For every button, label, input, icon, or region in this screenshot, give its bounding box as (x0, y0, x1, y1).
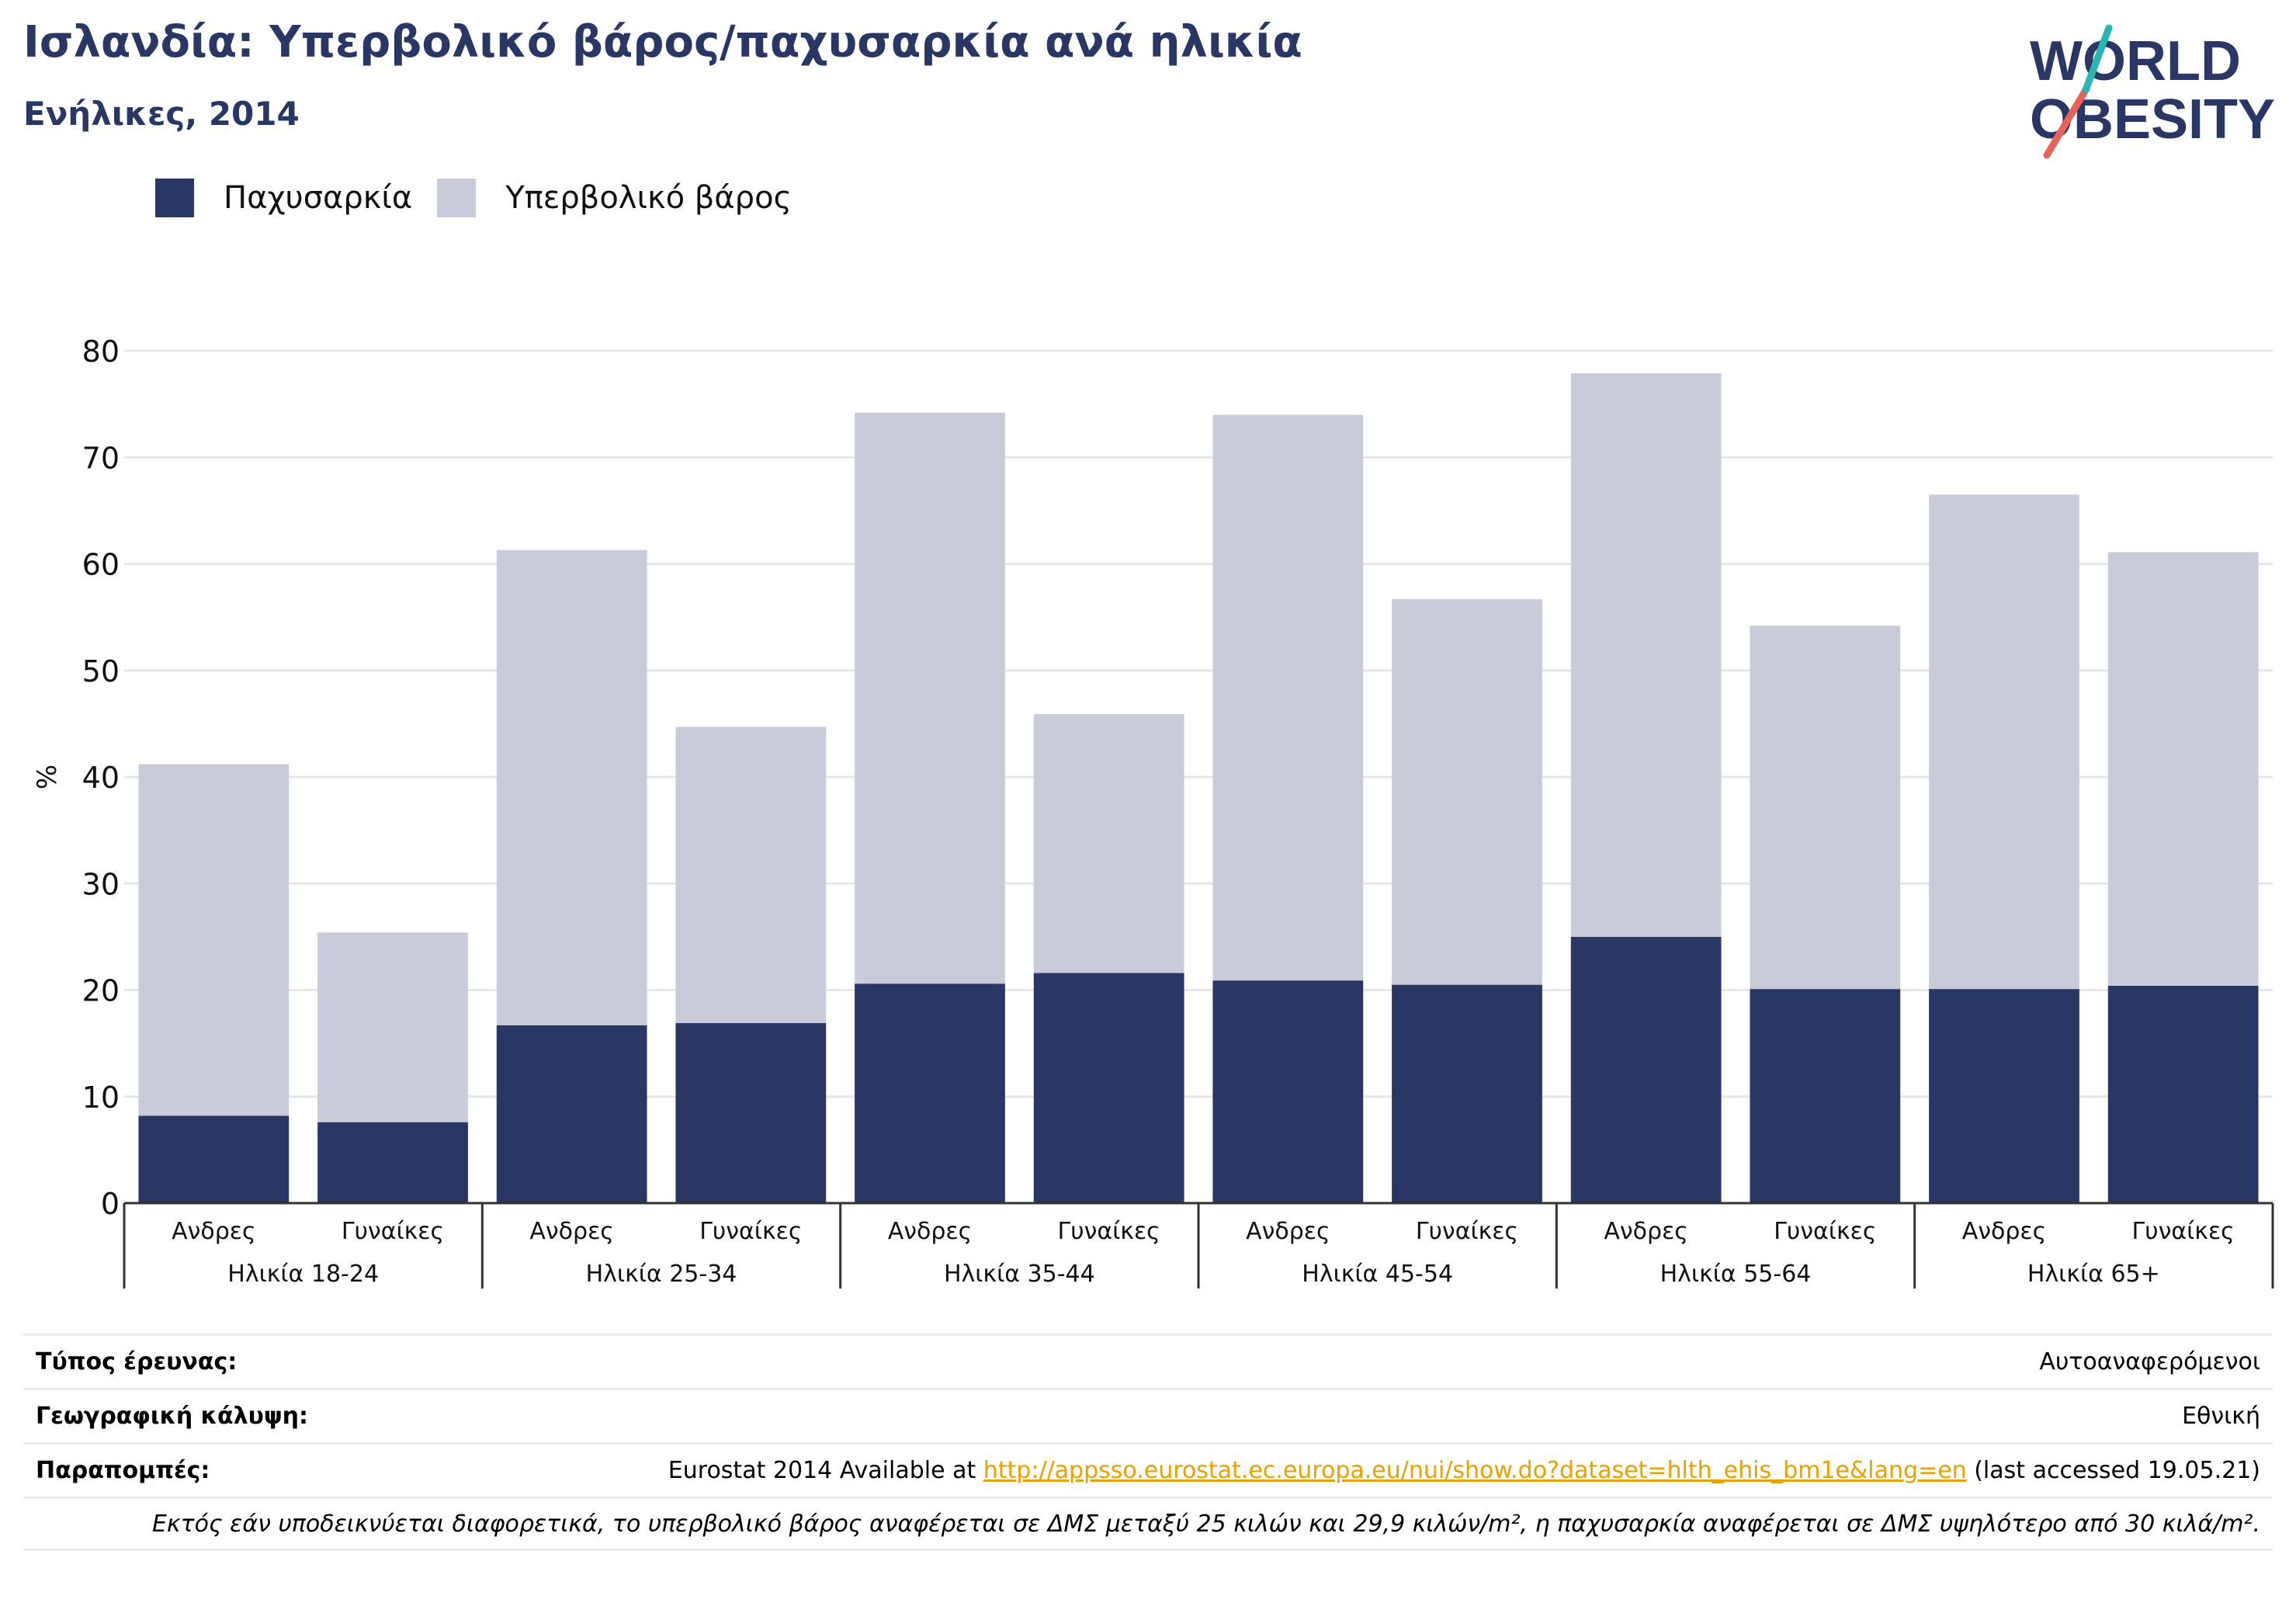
y-tick-label-20: 20 (82, 974, 120, 1008)
group-label-0: Ηλικία 18-24 (227, 1261, 379, 1288)
bar-obesity-7 (1392, 984, 1542, 1203)
y-tick-label-0: 0 (101, 1187, 120, 1221)
chart-subtitle: Ενήλικες, 2014 (23, 95, 300, 133)
metadata-table: Τύπος έρευνας: Αυτοαναφερόμενοι Γεωγραφι… (23, 1334, 2273, 1551)
bar-overweight-10 (1929, 494, 2079, 990)
legend-swatch-obesity (155, 179, 194, 217)
y-tick-label-50: 50 (82, 654, 120, 689)
legend-label-overweight: Υπερβολικό βάρος (505, 180, 793, 216)
survey-type-value: Αυτοαναφερόμενοι (2039, 1348, 2260, 1375)
x-tick-label-7: Γυναίκες (1416, 1218, 1518, 1245)
x-tick-label-11: Γυναίκες (2132, 1218, 2235, 1245)
y-tick-label-40: 40 (82, 761, 120, 795)
x-tick-label-2: Ανδρες (529, 1218, 614, 1245)
references-link[interactable]: http://appsso.eurostat.ec.europa.eu/nui/… (983, 1457, 1967, 1484)
x-tick-label-0: Ανδρες (172, 1218, 256, 1245)
y-tick-label-70: 70 (82, 441, 120, 475)
references-row: Παραπομπές: Eurostat 2014 Available at h… (23, 1442, 2273, 1497)
survey-type-label: Τύπος έρευνας: (36, 1348, 238, 1375)
bar-obesity-2 (496, 1025, 647, 1203)
legend-item-obesity: Παχυσαρκία (155, 179, 412, 217)
bar-obesity-1 (317, 1122, 468, 1203)
references-label: Παραπομπές: (36, 1457, 210, 1484)
bar-obesity-9 (1750, 989, 1901, 1203)
definition-note: Εκτός εάν υποδεικνύεται διαφορετικά, το … (151, 1510, 2260, 1538)
group-label-5: Ηλικία 65+ (2027, 1261, 2160, 1288)
references-value: Eurostat 2014 Available at http://appsso… (668, 1457, 2260, 1484)
bar-overweight-7 (1392, 598, 1542, 985)
group-label-3: Ηλικία 45-54 (1302, 1261, 1453, 1288)
x-tick-label-9: Γυναίκες (1774, 1218, 1876, 1245)
x-tick-label-1: Γυναίκες (342, 1218, 444, 1245)
group-label-2: Ηλικία 35-44 (944, 1261, 1095, 1288)
x-tick-label-5: Γυναίκες (1058, 1218, 1160, 1245)
stacked-bar-chart: 0 10 20 30 40 50 60 70 80% Ανδρες Γυναίκες Ανδρες Γυ… (32, 335, 2274, 1289)
bar-overweight-3 (675, 727, 827, 1024)
y-tick-label-80: 80 (82, 335, 120, 369)
coverage-row: Γεωγραφική κάλυψη: Εθνική (23, 1388, 2273, 1442)
coverage-label: Γεωγραφική κάλυψη: (36, 1403, 309, 1430)
x-tick-label-4: Ανδρες (888, 1218, 973, 1245)
survey-type-row: Τύπος έρευνας: Αυτοαναφερόμενοι (23, 1334, 2273, 1388)
bar-obesity-3 (675, 1023, 827, 1203)
definition-note-row: Εκτός εάν υποδεικνύεται διαφορετικά, το … (23, 1497, 2273, 1551)
x-tick-label-10: Ανδρες (1962, 1218, 2047, 1245)
bar-obesity-6 (1212, 980, 1364, 1203)
bar-overweight-1 (317, 932, 468, 1122)
world-obesity-logo: WORLD OBESITY (2030, 24, 2275, 159)
bar-overweight-6 (1212, 414, 1364, 981)
bar-overweight-0 (138, 764, 290, 1116)
legend-item-overweight: Υπερβολικό βάρος (437, 179, 792, 217)
bar-obesity-4 (855, 983, 1005, 1203)
bar-overweight-11 (2107, 552, 2259, 987)
x-tick-label-6: Ανδρες (1246, 1218, 1330, 1245)
y-tick-label-10: 10 (82, 1080, 120, 1115)
group-label-1: Ηλικία 25-34 (586, 1261, 737, 1288)
bar-obesity-11 (2107, 986, 2259, 1203)
chart-title: Ισλανδία: Υπερβολικό βάρος/παχυσαρκία αν… (23, 17, 1302, 68)
bar-obesity-5 (1033, 973, 1184, 1203)
bar-overweight-9 (1750, 626, 1901, 990)
group-label-4: Ηλικία 55-64 (1660, 1261, 1812, 1288)
bar-obesity-8 (1570, 936, 1722, 1203)
bar-obesity-0 (138, 1115, 290, 1203)
x-tick-label-8: Ανδρες (1604, 1218, 1688, 1245)
x-tick-label-3: Γυναίκες (699, 1218, 802, 1245)
y-tick-label-60: 60 (82, 548, 120, 582)
bar-overweight-4 (855, 412, 1005, 984)
y-tick-label-30: 30 (82, 867, 120, 901)
bar-overweight-5 (1033, 714, 1184, 973)
references-prefix: Eurostat 2014 Available at (668, 1457, 983, 1484)
bar-obesity-10 (1929, 989, 2079, 1203)
legend-label-obesity: Παχυσαρκία (224, 180, 413, 216)
chart-legend: Παχυσαρκία Υπερβολικό βάρος (155, 179, 817, 217)
references-suffix: (last accessed 19.05.21) (1966, 1457, 2260, 1484)
bar-overweight-8 (1570, 373, 1722, 937)
coverage-value: Εθνική (2182, 1403, 2260, 1430)
bar-overweight-2 (496, 550, 647, 1025)
svg-text:WORLD: WORLD (2030, 30, 2241, 92)
legend-swatch-overweight (437, 179, 477, 217)
y-axis-label: % (32, 765, 63, 789)
